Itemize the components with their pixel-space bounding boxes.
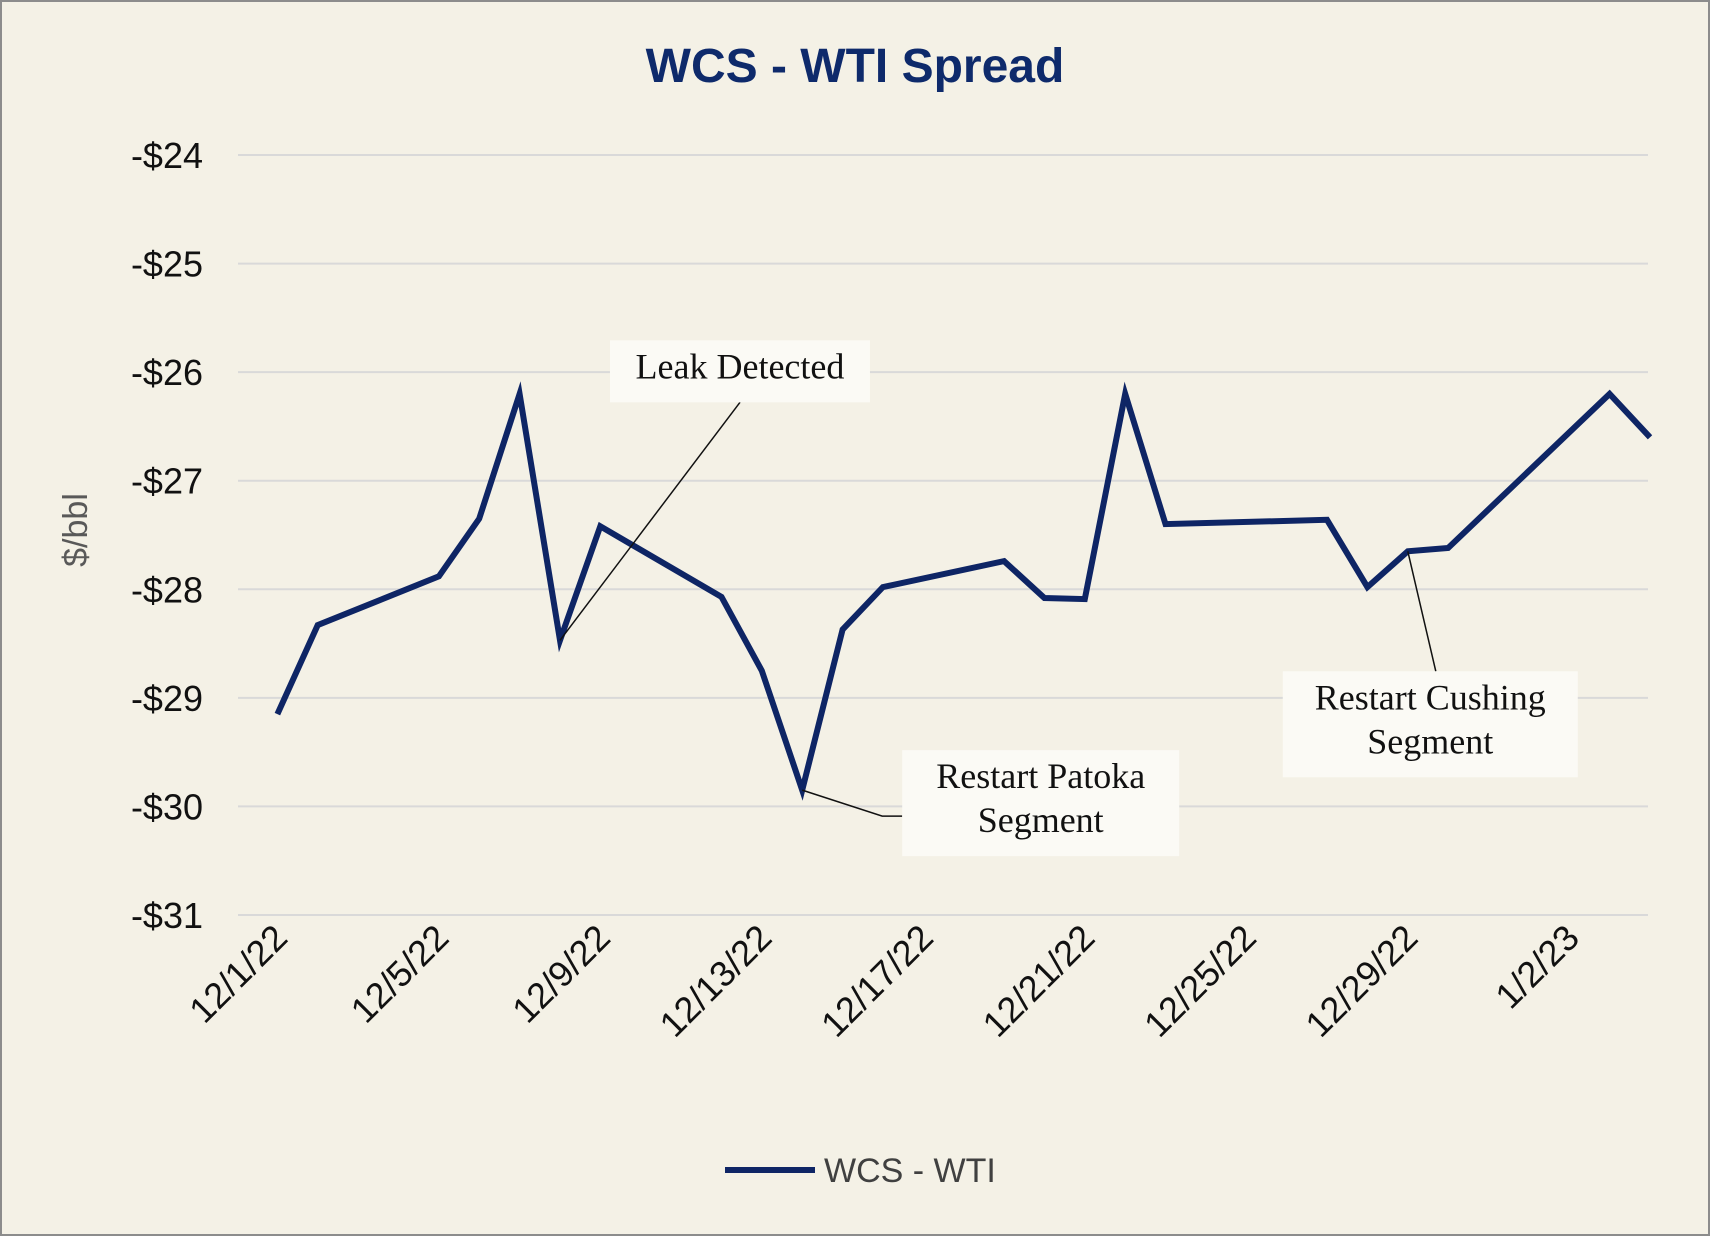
y-tick-label: -$27 [131, 461, 203, 502]
annotation-box [902, 750, 1180, 857]
annotation-box [609, 340, 870, 403]
y-tick-label: -$25 [131, 244, 203, 285]
series-line-wcs-wti [274, 381, 1653, 801]
y-tick-label: -$24 [131, 135, 203, 176]
annotation-text: Restart Patoka [936, 756, 1145, 796]
annotation-box [1282, 671, 1578, 778]
legend: WCS - WTI [725, 1152, 996, 1190]
annotation-leader-line [801, 789, 903, 817]
chart-title: WCS - WTI Spread [646, 40, 1065, 93]
annotation-0: Leak Detected [559, 340, 870, 641]
annotation-text: Segment [978, 800, 1104, 840]
annotation-text: Restart Cushing [1315, 677, 1546, 717]
series-layer [274, 381, 1653, 801]
legend-label-wcs-wti: WCS - WTI [824, 1152, 996, 1190]
y-axis-ticks: -$24 -$25 -$26 -$27 -$28 -$29 -$30 -$31 [131, 135, 203, 936]
y-tick-label: -$31 [131, 895, 203, 936]
annotation-leader-line [559, 401, 741, 641]
y-tick-label: -$29 [131, 678, 203, 719]
y-tick-label: -$28 [131, 569, 203, 610]
annotation-leader-line [1407, 551, 1437, 672]
y-tick-label: -$26 [131, 352, 203, 393]
y-tick-label: -$30 [131, 786, 203, 827]
annotation-text: Leak Detected [636, 346, 845, 386]
y-axis-label: $/bbl [57, 493, 95, 567]
annotation-text: Segment [1367, 721, 1493, 761]
